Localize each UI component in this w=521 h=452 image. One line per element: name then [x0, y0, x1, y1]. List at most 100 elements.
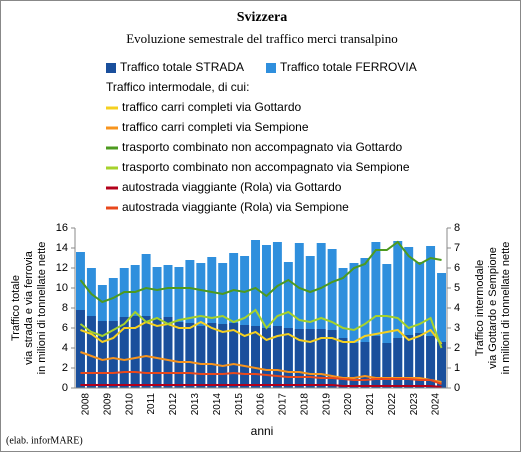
bar — [251, 326, 260, 388]
x-tick-label: 2019 — [321, 393, 332, 416]
y-axis-label: in milioni di tonnellate nette — [36, 242, 48, 375]
bar — [174, 322, 184, 388]
bar — [163, 317, 173, 388]
chart-title: Svizzera — [237, 10, 288, 25]
bar — [305, 329, 315, 388]
x-tick-label: 2020 — [343, 393, 354, 416]
y-tick-label: 4 — [62, 342, 68, 354]
x-tick-label: 2014 — [212, 393, 223, 416]
bar — [327, 330, 337, 388]
bar — [371, 336, 381, 388]
x-tick-label: 2024 — [431, 393, 442, 416]
legend-label: trasporto combinato non accompagnato via… — [122, 160, 410, 174]
legend-label: Traffico totale STRADA — [120, 60, 244, 74]
y-tick-label: 0 — [62, 382, 68, 394]
line — [80, 384, 442, 388]
bar — [240, 256, 250, 388]
y-tick-label: 16 — [56, 222, 68, 234]
y2-tick-label: 0 — [454, 382, 460, 394]
bar — [283, 328, 293, 388]
y-tick-label: 2 — [62, 362, 68, 374]
y2-axis-label: Traffico intermodale — [474, 260, 486, 357]
bar — [349, 263, 359, 388]
bar — [272, 326, 282, 388]
bar — [229, 253, 239, 388]
legend-label: Traffico totale FERROVIA — [280, 60, 417, 74]
y-tick-label: 14 — [56, 242, 68, 254]
bar — [360, 342, 370, 388]
line — [80, 371, 442, 385]
legend-label: trasporto combinato non accompagnato via… — [122, 140, 402, 154]
y-tick-label: 10 — [56, 282, 68, 294]
x-tick-label: 2016 — [256, 393, 267, 416]
bar — [119, 317, 129, 388]
bar — [283, 262, 293, 388]
bar — [349, 343, 359, 388]
y-axis-label: Traffico totale — [10, 275, 22, 341]
bar — [262, 328, 271, 388]
bar — [382, 343, 392, 388]
bar — [196, 326, 206, 388]
legend-label: autostrada viaggiante (Rola) via Gottard… — [122, 180, 342, 194]
bar — [404, 335, 414, 388]
x-tick-label: 2017 — [278, 393, 289, 416]
legend-heading: Traffico intermodale, di cui: — [106, 80, 249, 94]
bar — [393, 241, 403, 388]
bar — [207, 257, 217, 388]
x-tick-label: 2008 — [81, 393, 92, 416]
y-tick-label: 12 — [56, 262, 68, 274]
bar — [294, 243, 304, 388]
bar — [415, 333, 425, 388]
legend-swatch — [266, 63, 276, 73]
x-tick-label: 2012 — [168, 393, 179, 416]
x-tick-label: 2009 — [102, 393, 113, 416]
y-tick-label: 8 — [62, 302, 68, 314]
line — [79, 240, 442, 304]
source: (elab. inforMARE) — [6, 435, 83, 446]
y2-tick-label: 8 — [454, 222, 460, 234]
line — [79, 308, 443, 349]
bar — [229, 323, 239, 388]
bar — [316, 329, 326, 388]
line — [80, 320, 443, 345]
bar — [338, 338, 348, 388]
bar — [218, 324, 228, 388]
bar — [76, 310, 85, 388]
x-tick-label: 2022 — [387, 393, 398, 416]
y-tick-label: 6 — [62, 322, 68, 334]
chart-subtitle: Evoluzione semestrale del traffico merci… — [126, 31, 398, 46]
x-tick-label: 2010 — [124, 393, 135, 416]
legend-label: traffico carri completi via Gottardo — [122, 100, 302, 114]
bar — [152, 318, 162, 388]
x-tick-label: 2018 — [299, 393, 310, 416]
bar — [393, 338, 403, 388]
bar — [262, 245, 271, 388]
y2-tick-label: 3 — [454, 322, 460, 334]
y2-axis-label: via Gottardo e Sempione — [487, 247, 499, 369]
bar — [426, 336, 436, 388]
bar — [327, 249, 337, 388]
bar — [437, 273, 446, 388]
bar — [130, 316, 140, 388]
legend-label: traffico carri completi via Sempione — [122, 120, 309, 134]
y2-axis-label: in milioni di tonnellate nette — [500, 242, 512, 375]
bar — [404, 247, 414, 388]
y2-tick-label: 7 — [454, 242, 460, 254]
bar — [196, 263, 206, 388]
bar — [294, 329, 304, 388]
legend-swatch — [106, 63, 116, 73]
legend-label: autostrada viaggiante (Rola) via Sempion… — [122, 200, 349, 214]
x-tick-label: 2023 — [409, 393, 420, 416]
y2-tick-label: 2 — [454, 342, 460, 354]
bar — [316, 243, 326, 388]
x-tick-label: 2021 — [365, 393, 376, 416]
y2-tick-label: 5 — [454, 282, 460, 294]
bar — [97, 321, 107, 388]
x-tick-label: 2011 — [146, 393, 157, 415]
x-axis-label: anni — [251, 424, 274, 438]
x-tick-label: 2013 — [190, 393, 201, 416]
y2-tick-label: 4 — [454, 302, 460, 314]
bar — [86, 316, 96, 388]
bar — [185, 323, 195, 388]
